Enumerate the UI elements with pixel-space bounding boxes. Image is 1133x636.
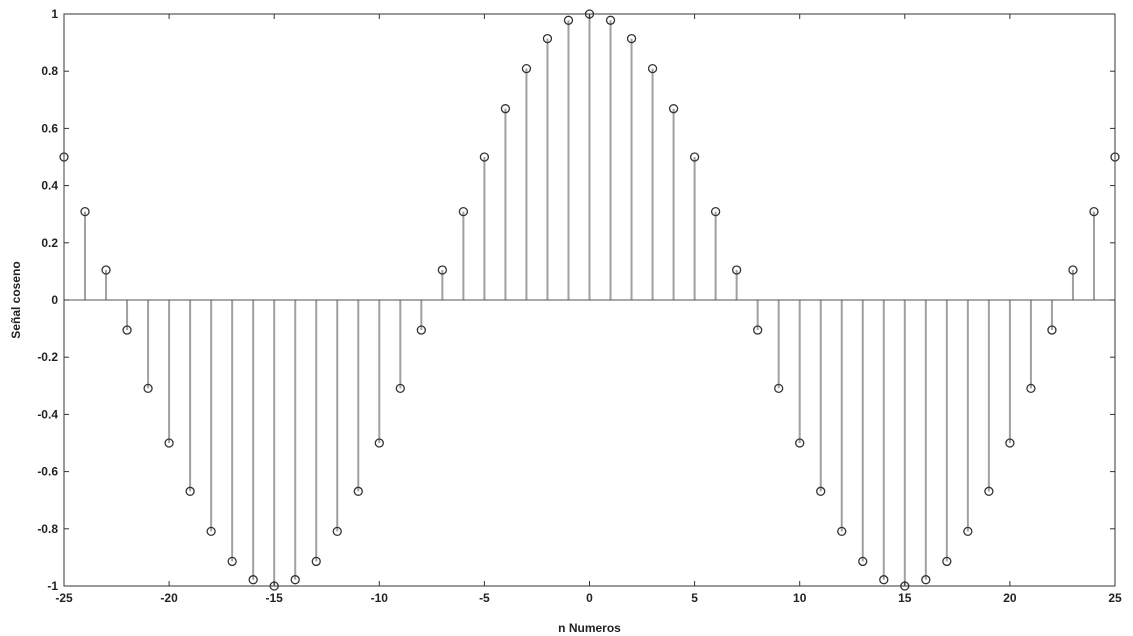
data-point-marker	[374, 438, 384, 448]
data-point-marker	[753, 325, 763, 335]
data-point-marker	[647, 63, 658, 74]
x-tick-label: 15	[898, 591, 912, 605]
data-point-marker	[795, 438, 805, 448]
data-point-marker	[837, 526, 847, 537]
y-tick-label: 0.8	[41, 64, 58, 78]
x-tick-label: -15	[266, 591, 284, 605]
data-point-marker	[164, 438, 174, 448]
data-point-marker	[1047, 325, 1057, 335]
data-point-marker	[479, 152, 490, 162]
data-point-marker	[353, 486, 363, 496]
data-point-marker	[626, 33, 637, 44]
x-tick-label: 25	[1108, 591, 1122, 605]
x-tick-label: -25	[55, 591, 73, 605]
data-point-marker	[332, 526, 342, 537]
data-point-marker	[774, 383, 784, 394]
x-tick-label: 10	[793, 591, 807, 605]
stems-layer	[63, 14, 1116, 586]
data-point-marker	[416, 325, 426, 335]
data-point-marker	[731, 265, 742, 275]
data-point-marker	[521, 63, 532, 74]
data-point-marker	[1110, 152, 1120, 162]
data-point-marker	[185, 486, 195, 496]
data-point-marker	[668, 104, 679, 114]
data-point-marker	[458, 206, 469, 217]
data-point-marker	[122, 325, 132, 335]
y-tick-label: 0.4	[41, 179, 58, 193]
y-tick-label: -0.6	[37, 465, 58, 479]
data-point-marker	[290, 575, 300, 585]
y-tick-label: 1	[51, 7, 58, 21]
markers-layer	[59, 9, 1120, 591]
data-point-marker	[689, 152, 700, 162]
data-point-marker	[101, 265, 111, 275]
data-point-marker	[311, 556, 321, 567]
data-point-marker	[1068, 265, 1078, 275]
y-tick-label: 0	[51, 293, 58, 307]
y-tick-label: 0.6	[41, 121, 58, 135]
x-tick-label: -10	[371, 591, 389, 605]
data-point-marker	[963, 526, 973, 537]
data-point-marker	[59, 152, 69, 162]
data-point-marker	[437, 265, 448, 275]
y-tick-label: -0.4	[37, 407, 58, 421]
data-point-marker	[143, 383, 153, 394]
ticks-layer: -25 -20 -15 -10 -5 0 5 10 15 20 25-1-0.8-0.6-0.4-0…	[37, 7, 1122, 605]
data-point-marker	[80, 206, 90, 217]
data-point-marker	[563, 15, 574, 25]
y-tick-label: -1	[47, 579, 58, 593]
x-tick-label: 20	[1003, 591, 1017, 605]
data-point-marker	[395, 383, 405, 394]
data-point-marker	[879, 575, 889, 585]
data-point-marker	[1026, 383, 1036, 394]
data-point-marker	[921, 575, 931, 585]
data-point-marker	[500, 104, 511, 114]
data-point-marker	[542, 33, 553, 44]
y-tick-label: -0.2	[37, 350, 58, 364]
y-tick-label: 0.2	[41, 236, 58, 250]
data-point-marker	[942, 556, 952, 567]
y-tick-label: -0.8	[37, 522, 58, 536]
x-axis-label: n Numeros	[558, 621, 621, 635]
x-tick-label: 0	[586, 591, 593, 605]
data-point-marker	[816, 486, 826, 496]
x-tick-label: -20	[160, 591, 178, 605]
data-point-marker	[710, 206, 721, 217]
data-point-marker	[1005, 438, 1015, 448]
data-point-marker	[227, 556, 237, 567]
data-point-marker	[1089, 206, 1099, 217]
data-point-marker	[206, 526, 216, 537]
x-tick-label: -5	[479, 591, 490, 605]
x-tick-label: 5	[691, 591, 698, 605]
y-axis-label: Señal coseno	[9, 261, 23, 338]
data-point-marker	[605, 15, 616, 25]
data-point-marker	[858, 556, 868, 567]
data-point-marker	[248, 575, 258, 585]
data-point-marker	[984, 486, 994, 496]
